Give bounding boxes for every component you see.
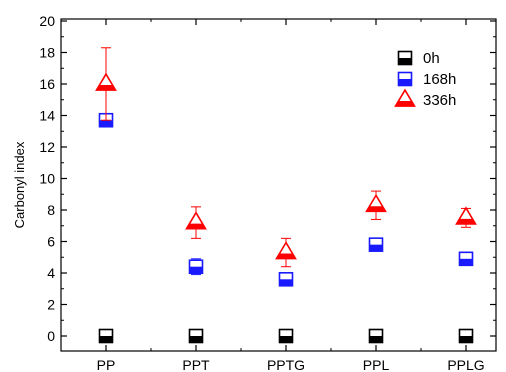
data-point [368,328,384,344]
y-tick-label: 4 [47,265,55,281]
data-point [188,259,204,275]
y-tick-label: 12 [39,139,55,155]
data-marks [95,47,477,344]
x-tick-label: PPL [363,357,390,372]
y-axis-title: Carbonyl index [12,141,27,228]
data-point [278,328,294,344]
legend-item: 0h [397,50,440,67]
series-336h [95,47,477,268]
data-point [275,241,297,260]
y-tick-label: 8 [47,202,55,218]
data-point [365,193,387,213]
y-axis: 0 2 4 6 8 10 12 14 16 18 20 [39,13,496,344]
data-point [278,271,294,287]
legend-label: 168h [423,71,456,88]
data-point [455,206,477,225]
y-tick-label: 18 [39,45,55,61]
legend-item: 168h [397,71,456,88]
x-axis: PP PPT PPTG PPL PPLG [97,19,485,372]
y-tick-label: 10 [39,171,55,187]
legend-label: 0h [423,50,440,67]
legend-marker [397,71,413,87]
legend: 0h 168h 336h [394,50,456,109]
data-point [188,328,204,344]
x-tick-label: PP [97,357,116,372]
x-tick-label: PPTG [267,357,305,372]
data-point [98,328,114,344]
x-tick-label: PPLG [447,357,484,372]
data-point [368,237,384,252]
y-tick-label: 16 [39,76,55,92]
data-point [458,251,474,267]
y-tick-label: 20 [39,13,55,29]
y-tick-label: 0 [47,328,55,344]
legend-marker [397,50,413,66]
data-point [458,328,474,344]
legend-item: 336h [394,88,456,109]
data-point [185,211,207,230]
y-tick-label: 2 [47,297,55,313]
plot-frame [60,18,497,352]
legend-marker [394,88,416,107]
legend-label: 336h [423,92,456,109]
data-point [95,72,117,91]
y-tick-label: 6 [47,234,55,250]
series-0h [98,328,474,344]
x-tick-label: PPT [182,357,210,372]
y-tick-label: 14 [39,108,55,124]
